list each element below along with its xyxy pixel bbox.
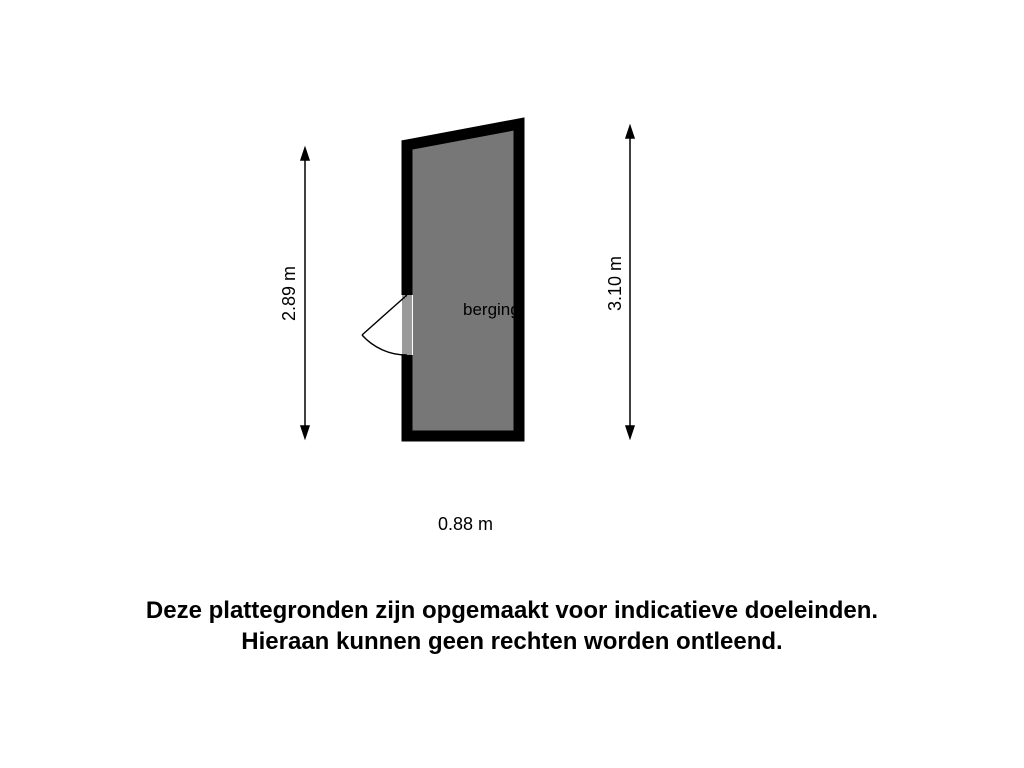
room-fill	[407, 124, 519, 436]
disclaimer-line1: Deze plattegronden zijn opgemaakt voor i…	[146, 597, 878, 624]
door-swing	[362, 295, 407, 355]
dimension-bottom-label: 0.88 m	[438, 514, 493, 535]
dimension-left-line	[301, 148, 309, 438]
disclaimer-text: Deze plattegronden zijn opgemaakt voor i…	[0, 595, 1024, 657]
dimension-right-label: 3.10 m	[605, 256, 626, 311]
dimension-left-label: 2.89 m	[279, 266, 300, 321]
disclaimer-line2: Hieraan kunnen geen rechten worden ontle…	[241, 628, 782, 655]
room-label: berging	[463, 300, 520, 320]
dimension-right-line	[626, 126, 634, 438]
floorplan-container: berging 2.89 m 3.10 m 0.88 m Deze platte…	[0, 0, 1024, 768]
